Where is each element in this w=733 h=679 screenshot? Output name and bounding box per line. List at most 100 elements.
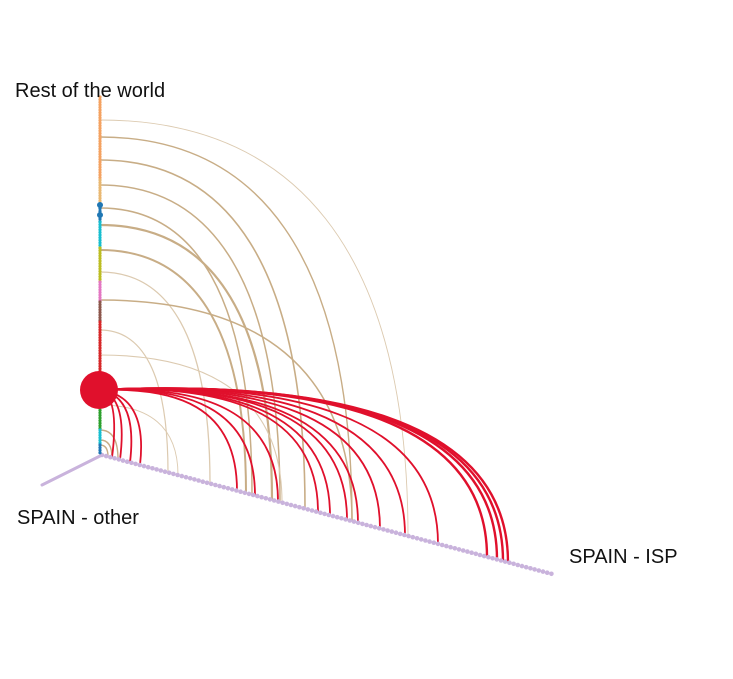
isp-node [414, 536, 420, 541]
rest-node [98, 448, 102, 452]
isp-node [460, 548, 466, 553]
isp-node [255, 493, 260, 499]
axis-label-rest-of-world: Rest of the world [15, 80, 165, 102]
isp-node [141, 463, 147, 469]
rest-node [98, 137, 102, 141]
rest-node [98, 349, 102, 353]
rest-node [98, 249, 102, 253]
rest-edge [99, 223, 274, 500]
isp-node [381, 527, 386, 532]
rest-node [98, 217, 102, 221]
rest-node [98, 267, 102, 271]
rest-node [98, 354, 102, 358]
rest-node [98, 191, 102, 195]
rest-node [98, 421, 102, 425]
rest-node [98, 199, 102, 203]
rest-node [98, 126, 102, 130]
isp-node [271, 498, 277, 503]
isp-node [292, 503, 298, 509]
isp-node [523, 564, 529, 570]
isp-node [481, 553, 487, 559]
rest-node [98, 170, 102, 174]
rest-node [98, 108, 102, 112]
isp-node [372, 524, 378, 530]
isp-node [339, 516, 344, 521]
isp-node [326, 512, 332, 518]
rest-node [98, 336, 102, 340]
isp-node [284, 501, 290, 507]
isp-node [208, 481, 214, 487]
rest-node [98, 328, 102, 332]
isp-node [423, 538, 428, 543]
rest-node [98, 194, 102, 198]
isp-node [544, 570, 550, 575]
rest-node [98, 323, 102, 327]
isp-node [360, 521, 365, 527]
isp-node [133, 461, 138, 467]
isp-node [402, 532, 407, 538]
isp-node [200, 479, 206, 485]
isp-node [351, 519, 357, 524]
isp-node [330, 513, 336, 519]
isp-node [385, 528, 390, 533]
rest-node [98, 178, 102, 182]
rest-node [98, 451, 102, 455]
rest-node [98, 325, 102, 329]
rest-node [98, 147, 102, 151]
rest-node [98, 155, 102, 159]
isp-node [225, 486, 231, 491]
rest-edge [99, 207, 253, 495]
rest-node [98, 152, 102, 156]
isp-node [418, 537, 424, 542]
hub-edge [98, 387, 489, 557]
rest-node [98, 168, 102, 172]
isp-node [536, 568, 542, 573]
rest-node [98, 150, 102, 154]
isp-node [196, 478, 201, 483]
rest-node [98, 408, 102, 412]
isp-node [221, 484, 227, 490]
isp-node [238, 489, 243, 495]
isp-node [477, 552, 483, 558]
rest-node [98, 288, 102, 292]
isp-node [263, 496, 269, 501]
isp-node [515, 562, 521, 568]
rest-node [98, 256, 102, 260]
rest-node [98, 243, 102, 247]
isp-node [305, 507, 311, 512]
rest-node [98, 100, 102, 104]
rest-node [98, 121, 102, 125]
isp-node [204, 480, 210, 486]
rest-node [98, 116, 102, 120]
rest-node [98, 283, 102, 287]
rest-node [98, 419, 102, 423]
rest-edge [99, 249, 247, 494]
isp-node [376, 526, 382, 531]
rest-node [98, 95, 102, 99]
axis-label-spain-isp: SPAIN - ISP [569, 546, 678, 568]
isp-node [179, 473, 185, 479]
rest-node [98, 296, 102, 300]
rest-node [98, 176, 102, 180]
rest-node [98, 320, 102, 324]
rest-node [98, 338, 102, 342]
isp-node [166, 470, 172, 476]
isp-node [120, 458, 126, 463]
rest-node [98, 303, 102, 307]
rest-node [98, 157, 102, 161]
rest-node [98, 144, 102, 148]
rest-node [98, 142, 102, 146]
isp-node [473, 551, 479, 557]
rest-node [98, 280, 102, 284]
isp-node [301, 506, 306, 511]
hub-edges [98, 387, 510, 563]
isp-node [486, 554, 491, 560]
isp-node [175, 472, 180, 478]
rest-node [98, 139, 102, 143]
rest-node [98, 351, 102, 355]
isp-node [124, 459, 130, 465]
isp-node [145, 464, 151, 470]
isp-node [137, 462, 143, 468]
isp-node [532, 567, 537, 572]
rest-node [98, 364, 102, 368]
